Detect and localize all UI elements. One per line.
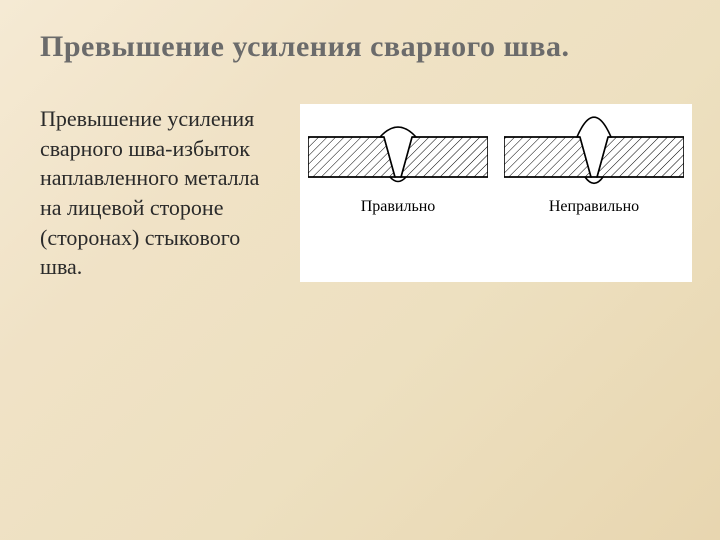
figure-caption: Неправильно (549, 198, 639, 216)
body-text: Превышение усиления сварного шва-избыток… (40, 104, 280, 282)
diagram-panel: Правильно Неправильно (300, 104, 692, 282)
figure-caption: Правильно (361, 198, 436, 216)
weld-figure-0: Правильно (308, 114, 488, 216)
weld-figure-1: Неправильно (504, 114, 684, 216)
page-title: Превышение усиления сварного шва. (0, 0, 720, 74)
content-row: Превышение усиления сварного шва-избыток… (0, 74, 720, 312)
weld-cross-section (308, 114, 488, 192)
weld-cross-section (504, 114, 684, 192)
